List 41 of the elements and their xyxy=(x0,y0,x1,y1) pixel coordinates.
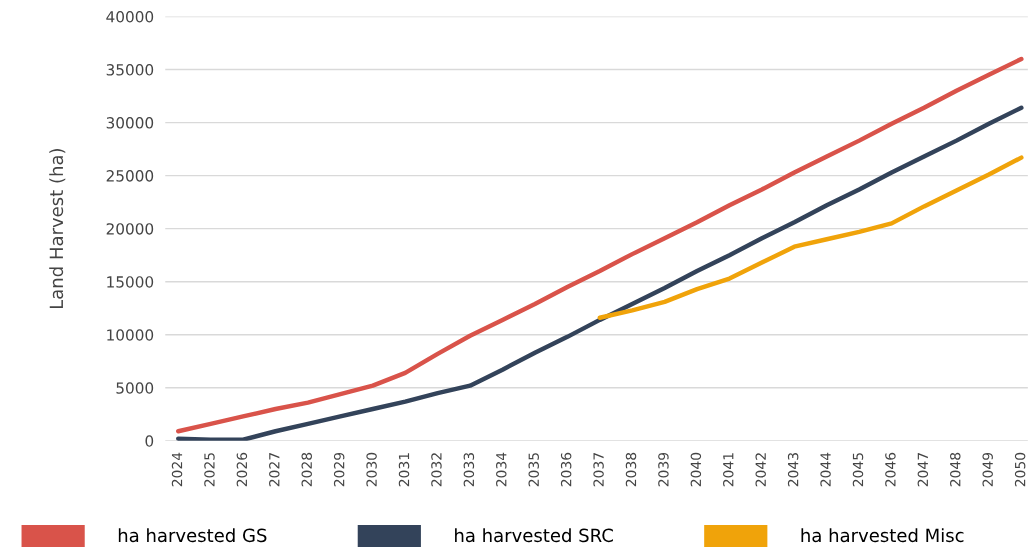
x-tick-label: 2030 xyxy=(366,452,377,487)
x-tick-label: 2036 xyxy=(560,452,572,487)
x-tick-label: 2043 xyxy=(787,453,799,487)
y-tick-label: 10000 xyxy=(107,329,154,341)
x-tick-label: 2035 xyxy=(528,453,539,487)
y-tick-label: 20000 xyxy=(106,223,154,235)
x-tick-label: 2050 xyxy=(1014,452,1026,487)
x-tick-label: 2034 xyxy=(496,452,507,487)
x-tick-label: 2028 xyxy=(301,452,312,487)
x-tick-label: 2024 xyxy=(171,452,183,487)
y-tick-label: 5000 xyxy=(116,382,154,394)
y-tick-label: 35000 xyxy=(106,64,154,76)
x-tick-label: 2032 xyxy=(431,453,442,487)
x-tick-label: 2039 xyxy=(658,452,669,487)
x-tick-label: 2038 xyxy=(625,452,637,487)
x-tick-label: 2041 xyxy=(723,453,734,487)
y-tick-label: 25000 xyxy=(106,170,154,182)
x-tick-label: 2046 xyxy=(885,452,896,487)
x-tick-label: 2049 xyxy=(982,452,993,487)
x-tick-label: 2026 xyxy=(236,452,248,487)
legend-label: ha harvested Misc xyxy=(801,528,964,543)
y-tick-label: 30000 xyxy=(106,117,154,129)
x-tick-label: 2031 xyxy=(398,453,410,487)
x-tick-label: 2045 xyxy=(852,453,864,487)
x-tick-label: 2044 xyxy=(820,452,831,487)
y-tick-label: 40000 xyxy=(106,11,154,23)
x-tick-label: 2037 xyxy=(593,453,604,487)
x-tick-label: 2042 xyxy=(755,453,766,487)
x-tick-label: 2033 xyxy=(463,453,475,487)
y-axis-title: Land Harvest (ha) xyxy=(49,148,66,309)
y-tick-label: 15000 xyxy=(107,276,154,288)
x-tick-label: 2029 xyxy=(333,452,345,487)
legend-label: ha harvested SRC xyxy=(455,528,613,543)
x-tick-label: 2025 xyxy=(204,453,215,487)
line-series xyxy=(597,155,1024,320)
x-tick-label: 2040 xyxy=(690,452,702,487)
y-tick-label: 0 xyxy=(145,435,154,447)
legend-label: ha harvested GS xyxy=(118,528,267,543)
x-tick-label: 2047 xyxy=(917,453,929,487)
x-tick-label: 2048 xyxy=(950,452,961,487)
x-tick-label: 2027 xyxy=(269,453,280,487)
